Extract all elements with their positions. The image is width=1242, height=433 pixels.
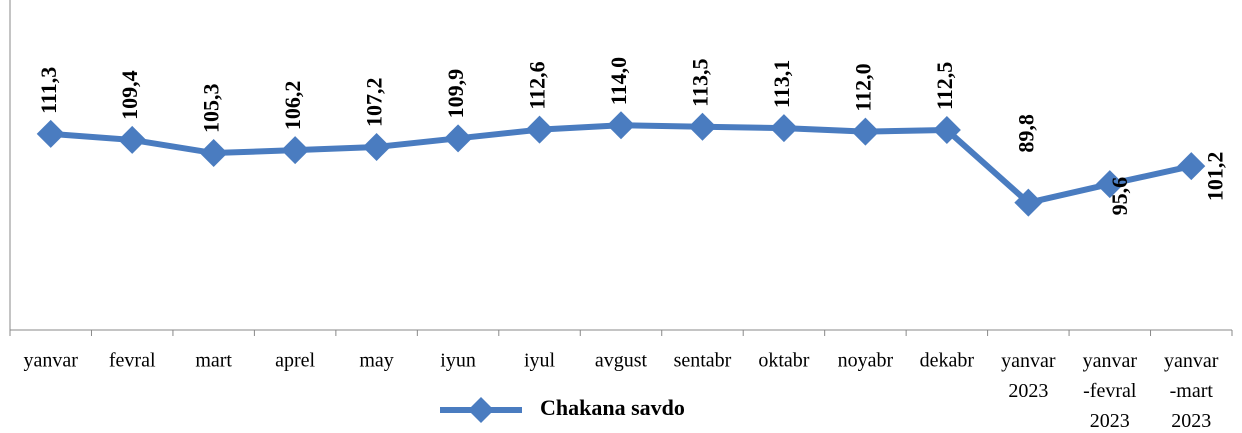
point	[607, 111, 635, 140]
point	[525, 115, 554, 144]
value-label: 111,3	[36, 67, 61, 114]
point	[118, 125, 147, 154]
value-label: 105,3	[199, 84, 224, 134]
x-tick-label: iyul	[524, 350, 556, 372]
value-label: 101,2	[1202, 152, 1227, 202]
legend-label: Chakana savdo	[540, 395, 685, 420]
x-tick-label: mart	[195, 350, 232, 372]
x-tick-label: iyun	[440, 350, 476, 372]
value-label: 89,8	[1013, 114, 1038, 153]
value-label: 112,0	[850, 63, 875, 111]
point	[688, 112, 717, 141]
point	[851, 117, 880, 146]
value-label: 107,2	[362, 77, 387, 127]
point	[199, 139, 228, 168]
x-tick-label: yanvar	[24, 350, 79, 372]
value-label: 113,1	[769, 60, 794, 108]
x-tick-label: may	[359, 350, 393, 372]
point	[444, 124, 473, 153]
x-tick-label: fevral	[109, 350, 156, 372]
point	[1014, 188, 1043, 217]
x-tick-label: sentabr	[674, 350, 732, 372]
value-label: 112,6	[525, 61, 550, 109]
point	[281, 136, 310, 165]
x-tick-label: avgust	[595, 350, 648, 372]
point	[36, 119, 65, 148]
value-label: 112,5	[932, 62, 957, 110]
point	[1177, 152, 1206, 181]
x-tick-label: oktabr	[758, 350, 809, 372]
legend-marker	[468, 397, 494, 423]
point	[362, 132, 391, 161]
point	[932, 116, 961, 144]
x-tick-label: yanvar -fevral 2023	[1083, 350, 1138, 432]
value-label: 106,2	[280, 81, 305, 131]
value-label: 114,0	[606, 57, 631, 105]
value-label: 109,9	[443, 69, 468, 119]
point	[1095, 170, 1124, 199]
value-label: 109,4	[117, 70, 142, 120]
x-tick-label: noyabr	[838, 350, 894, 372]
x-tick-label: aprel	[275, 350, 315, 372]
point	[769, 114, 798, 143]
x-tick-label: yanvar -mart 2023	[1164, 350, 1219, 432]
x-tick-label: yanvar 2023	[1001, 350, 1056, 402]
x-tick-label: dekabr	[920, 350, 975, 372]
value-label: 113,5	[688, 59, 713, 107]
value-label: 95,6	[1107, 177, 1132, 216]
